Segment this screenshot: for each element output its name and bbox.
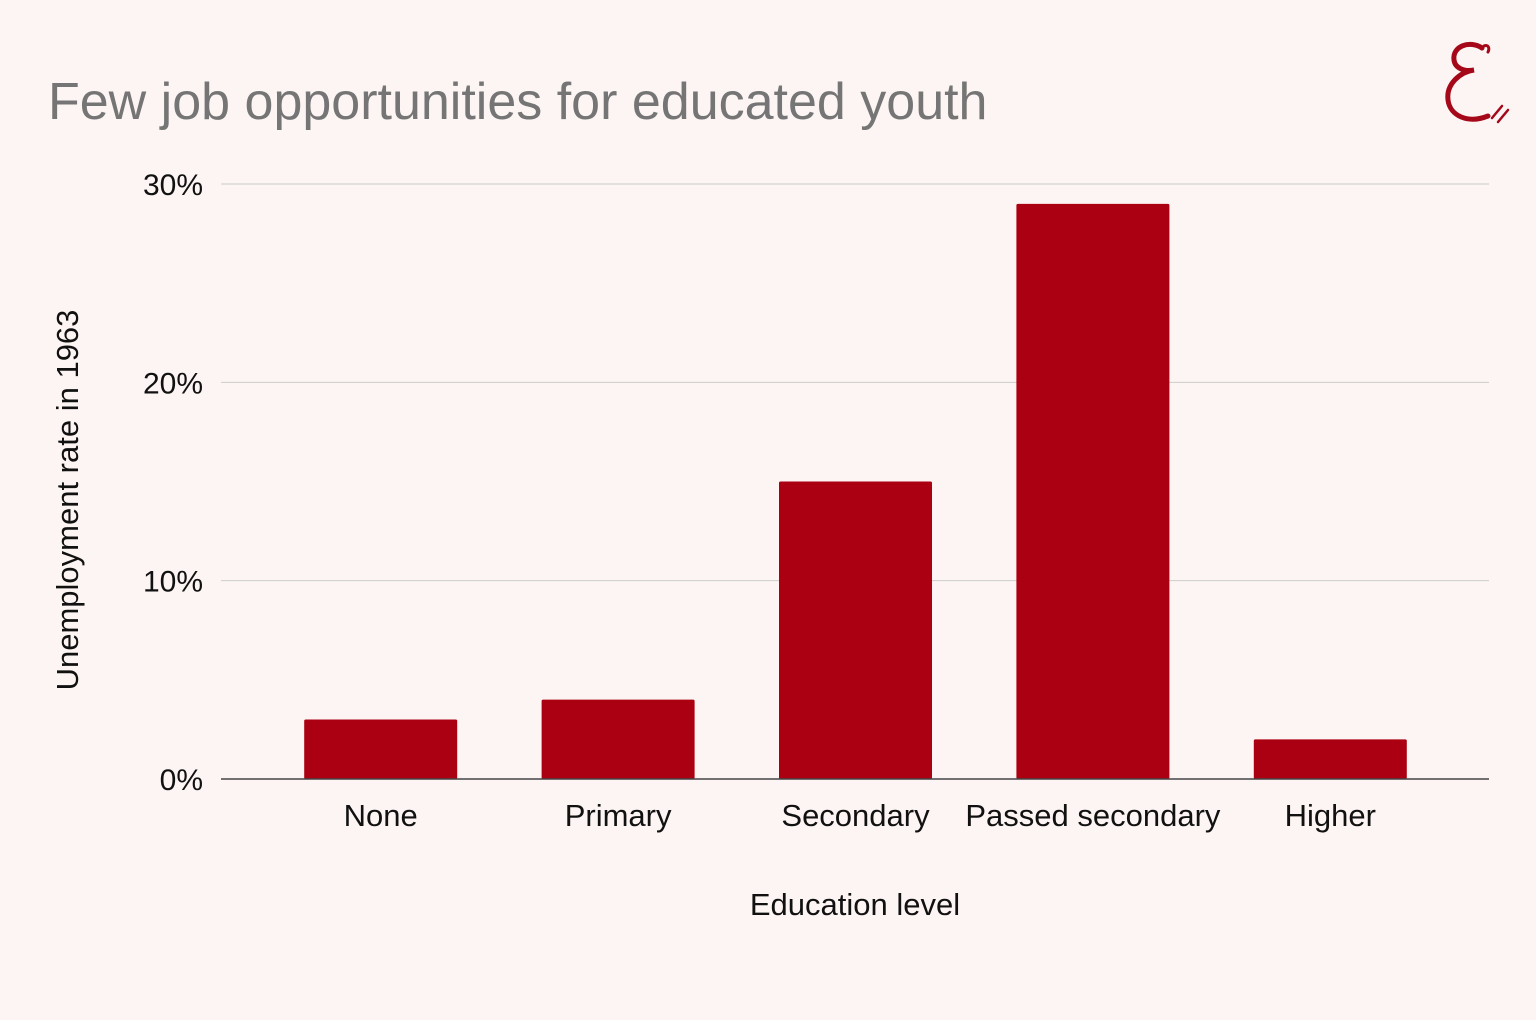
bars (304, 203, 1407, 780)
x-category-label: Secondary (781, 798, 930, 833)
bar-passed-secondary (1016, 203, 1170, 780)
x-category-label: Primary (565, 798, 672, 833)
y-axis-title: Unemployment rate in 1963 (50, 310, 85, 691)
bar-secondary (779, 481, 932, 779)
bar-primary (541, 699, 695, 779)
chart-title: Few job opportunities for educated youth (48, 73, 988, 131)
y-tick-label: 10% (143, 566, 203, 599)
y-tick-label: 30% (143, 169, 203, 202)
bar-none (304, 719, 458, 779)
x-category-label: None (344, 798, 418, 833)
labels: 0% 10% 20% 30% None Primary Secondary Passed se… (50, 169, 1376, 922)
y-tick-label: 20% (143, 367, 203, 400)
x-category-label: Higher (1285, 798, 1376, 833)
x-axis-title: Education level (750, 887, 960, 922)
y-tick-label: 0% (160, 764, 203, 797)
x-category-label: Passed secondary (965, 798, 1221, 833)
script-e-logo-icon (1445, 42, 1510, 124)
bar-higher (1253, 739, 1407, 779)
